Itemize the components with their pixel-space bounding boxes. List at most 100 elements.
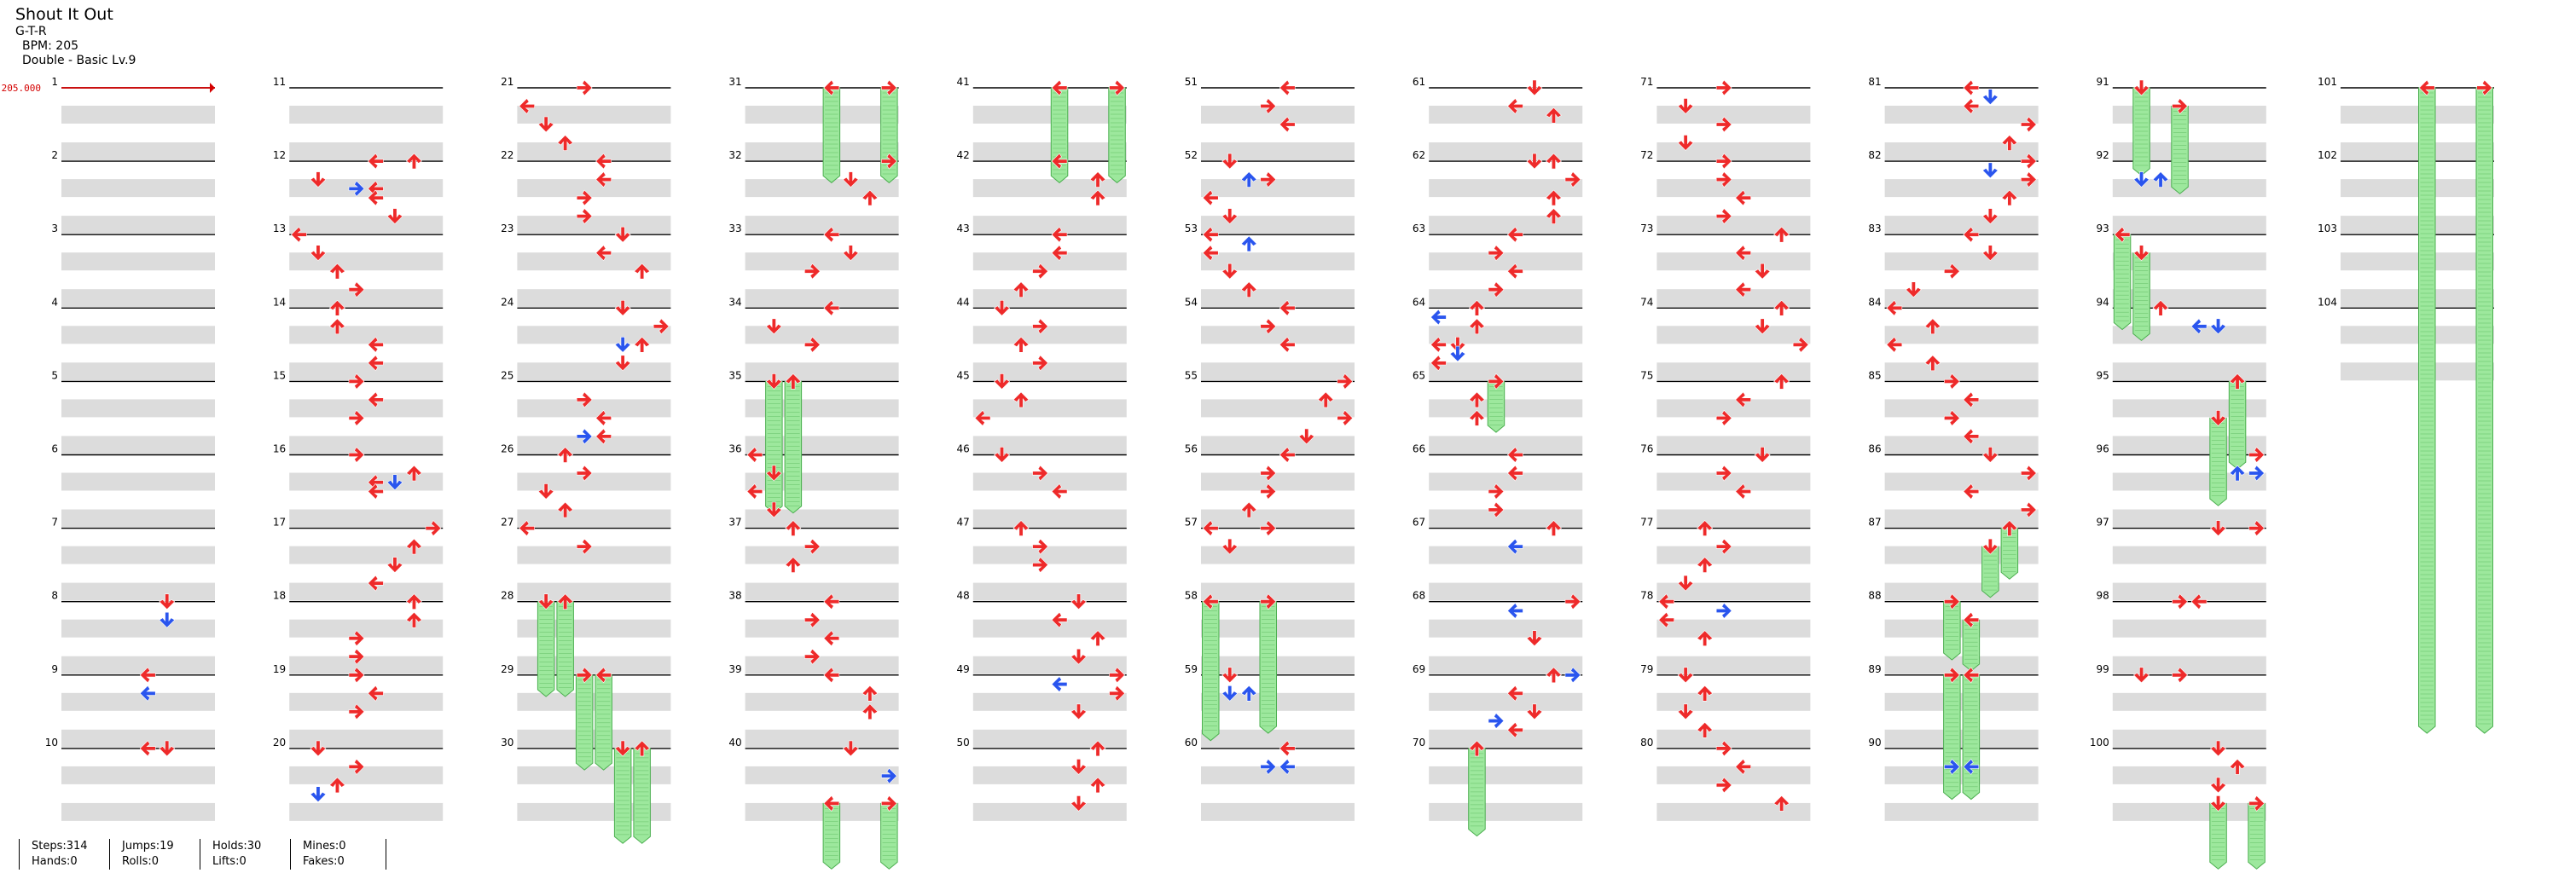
measure-number: 88 — [1868, 590, 1881, 602]
measure-number: 70 — [1413, 737, 1425, 749]
step-arrow-right-icon — [1944, 758, 1960, 775]
beat-band — [517, 289, 671, 308]
step-arrow-left-icon — [823, 299, 840, 316]
beat-band — [1656, 472, 1811, 491]
measure-number: 85 — [1868, 369, 1881, 381]
beat-band — [289, 326, 444, 344]
step-arrow-left-icon — [368, 685, 384, 702]
beat-band — [1429, 546, 1583, 564]
beat-band — [517, 362, 671, 381]
step-arrow-right-icon — [1488, 483, 1505, 500]
step-arrow-down-icon — [1677, 135, 1694, 151]
measure-number: 76 — [1640, 443, 1653, 455]
beat-band — [517, 619, 671, 638]
measure-number: 2 — [51, 149, 58, 161]
hold-body — [1962, 674, 1981, 801]
step-arrow-up-icon — [1012, 336, 1030, 353]
step-arrow-left-icon — [1963, 98, 1980, 114]
measure-number: 87 — [1868, 517, 1881, 529]
step-arrow-right-icon — [2248, 465, 2265, 482]
step-arrow-down-icon — [1754, 447, 1771, 463]
step-arrow-down-icon — [765, 318, 782, 335]
step-arrow-right-icon — [1032, 465, 1048, 482]
step-arrow-up-icon — [785, 557, 802, 573]
step-arrow-right-icon — [881, 79, 897, 96]
measure-number: 55 — [1185, 369, 1198, 381]
step-arrow-right-icon — [804, 611, 821, 628]
beat-band — [1429, 766, 1583, 784]
hold-body — [2209, 417, 2227, 506]
beat-band — [2112, 142, 2266, 160]
measure-number: 50 — [957, 737, 970, 749]
step-arrow-right-icon — [1032, 538, 1048, 555]
beat-band — [972, 656, 1127, 674]
measure-number: 12 — [273, 149, 286, 161]
step-arrow-down-icon — [310, 786, 327, 803]
step-arrow-up-icon — [1697, 630, 1714, 647]
step-arrow-left-icon — [595, 428, 612, 445]
beat-band — [61, 142, 215, 160]
step-arrow-down-icon — [386, 208, 403, 225]
beat-band — [2112, 729, 2266, 748]
step-arrow-left-icon — [368, 575, 384, 592]
measure-number: 97 — [2097, 517, 2109, 529]
beat-band — [1884, 399, 2039, 418]
step-arrow-left-icon — [823, 630, 840, 647]
step-arrow-right-icon — [1715, 465, 1732, 482]
step-arrow-left-icon — [1051, 676, 1068, 693]
bpm-arrowhead — [210, 83, 215, 93]
beat-band — [1656, 509, 1811, 528]
step-arrow-up-icon — [1012, 281, 1030, 298]
step-arrow-right-icon — [1260, 98, 1277, 114]
measure-number: 16 — [273, 443, 286, 455]
step-arrow-right-icon — [881, 153, 897, 170]
step-arrow-up-icon — [1089, 189, 1106, 206]
step-arrow-down-icon — [765, 373, 782, 390]
step-arrow-up-icon — [862, 189, 879, 206]
step-arrow-left-icon — [291, 226, 307, 243]
beat-band — [2341, 326, 2494, 344]
measure-number: 44 — [957, 296, 970, 308]
step-arrow-up-icon — [1240, 281, 1257, 298]
step-arrow-up-icon — [1697, 721, 1714, 738]
step-arrow-down-icon — [310, 740, 327, 757]
measure-number: 14 — [273, 296, 286, 308]
hold-body — [537, 601, 555, 697]
step-arrow-up-icon — [1089, 171, 1106, 188]
measure-number: 31 — [728, 76, 741, 88]
measure-number: 74 — [1640, 296, 1653, 308]
step-arrow-right-icon — [576, 208, 593, 225]
beat-band — [1429, 326, 1583, 344]
measure-number: 46 — [957, 443, 970, 455]
beat-band — [745, 509, 899, 528]
step-arrow-left-icon — [1279, 336, 1296, 353]
measure-number: 69 — [1413, 663, 1425, 675]
step-arrow-left-icon — [823, 795, 840, 812]
step-arrow-down-icon — [1981, 447, 1999, 463]
step-arrow-up-icon — [1773, 226, 1790, 243]
step-arrow-down-icon — [1981, 538, 1999, 555]
step-arrow-up-icon — [1545, 208, 1562, 224]
step-arrow-left-icon — [1051, 483, 1068, 500]
step-arrow-left-icon — [1279, 116, 1296, 133]
step-arrow-up-icon — [1545, 107, 1562, 124]
step-arrow-down-icon — [765, 465, 782, 482]
hold-body — [1202, 601, 1220, 742]
hold-body — [1108, 87, 1126, 183]
step-arrow-up-icon — [1924, 318, 1941, 335]
beat-band — [1201, 362, 1355, 381]
hold-body — [595, 674, 612, 771]
beat-band — [61, 216, 215, 234]
step-arrow-down-icon — [1449, 345, 1466, 362]
step-arrow-down-icon — [1221, 667, 1239, 684]
step-arrow-up-icon — [862, 703, 879, 720]
beat-band — [972, 766, 1127, 784]
step-arrow-right-icon — [1715, 777, 1732, 794]
beat-band — [1884, 362, 2039, 381]
step-arrow-left-icon — [1507, 685, 1523, 702]
step-arrow-up-icon — [405, 593, 422, 610]
step-arrow-right-icon — [1337, 373, 1354, 390]
measure-number: 72 — [1640, 149, 1653, 161]
step-arrow-right-icon — [576, 189, 593, 206]
